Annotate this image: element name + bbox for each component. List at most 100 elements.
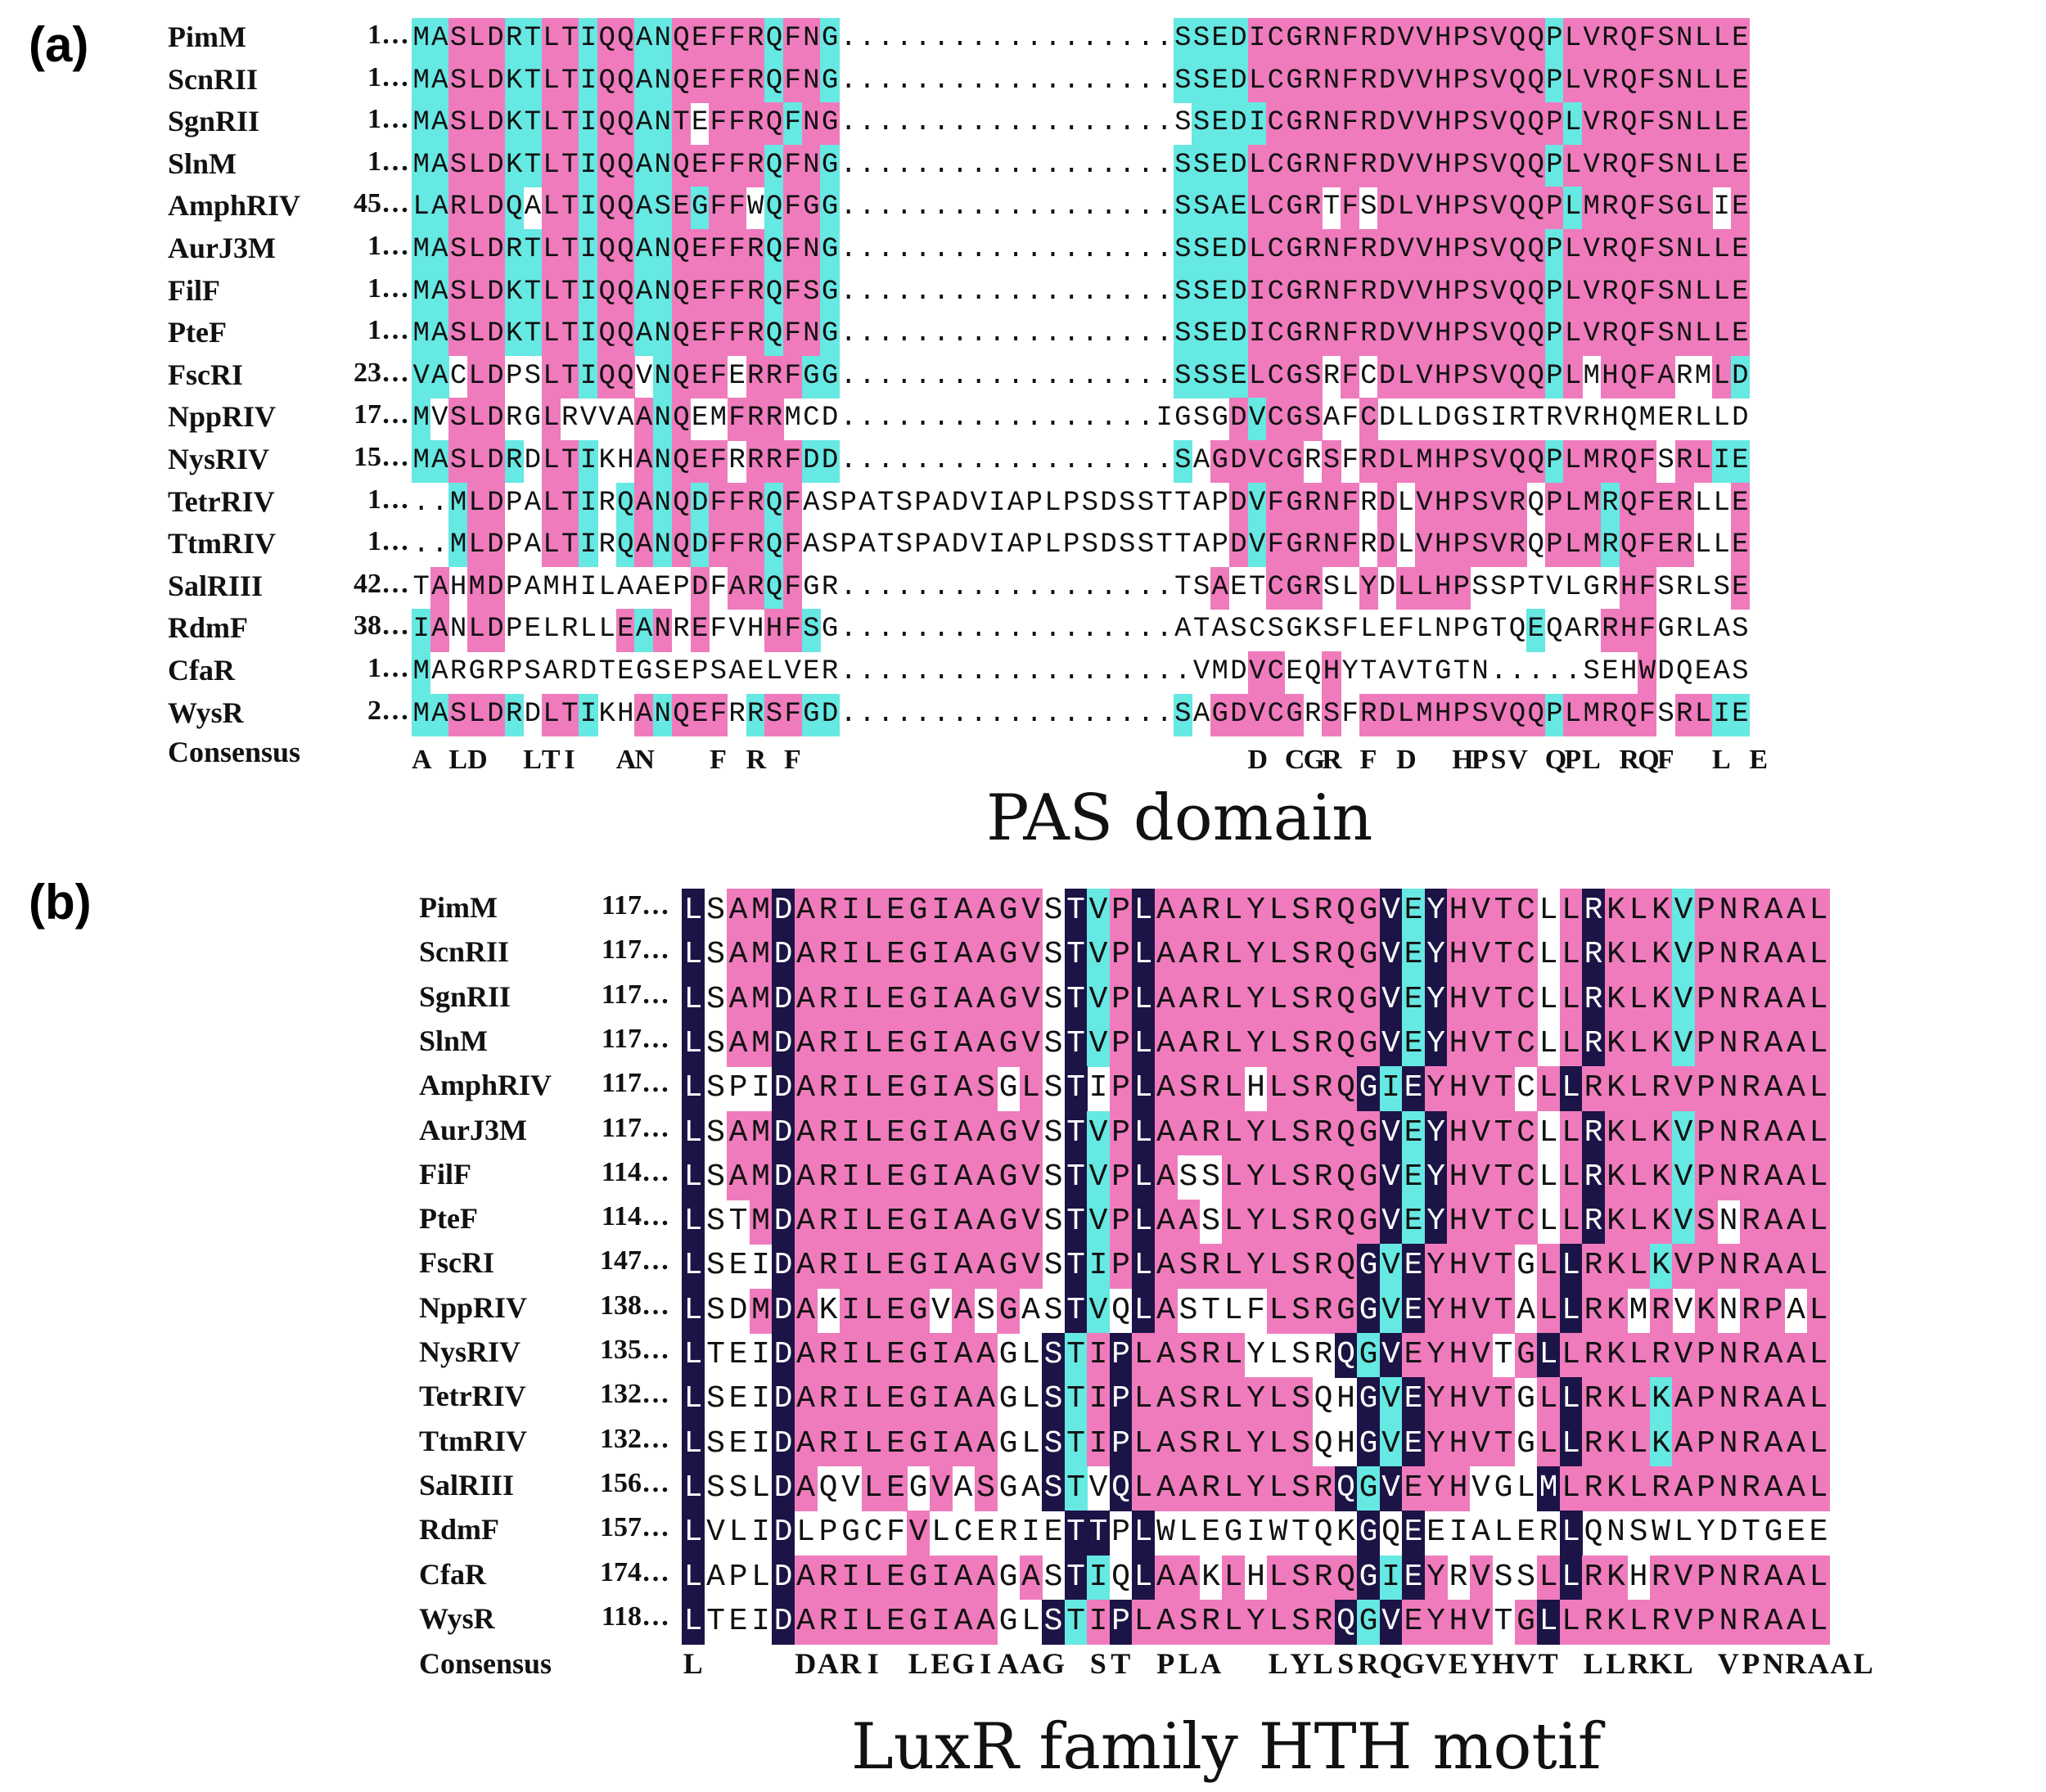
residue-cell: I (579, 693, 598, 736)
consensus-residue: D (467, 745, 488, 775)
residue-cell: D (485, 313, 506, 357)
residue-cell: A (430, 60, 449, 103)
residue-cell: N (801, 102, 821, 146)
residue-cell: Q (1619, 313, 1638, 357)
residue-cell: R (561, 403, 579, 434)
consensus-residue: D (1396, 745, 1417, 775)
residue-cell: A (1784, 889, 1808, 934)
residue-cell: L (682, 1110, 705, 1156)
residue-cell: F (1341, 445, 1359, 476)
residue-cell: L (1564, 571, 1582, 603)
residue-cell: Q (764, 18, 784, 61)
residue-cell: A (1177, 1200, 1201, 1245)
residue-cell: H (1447, 1244, 1471, 1290)
residue-cell: . (989, 107, 1006, 139)
sequence-name: RdmF (168, 611, 248, 645)
residue-cell: V (1489, 60, 1508, 103)
residue-cell: A (634, 60, 654, 103)
residue-cell: T (412, 571, 430, 603)
residue-cell: W (1156, 1515, 1175, 1551)
residue-cell: P (1694, 1021, 1718, 1067)
residue-cell: . (1156, 23, 1173, 54)
residue-cell: G (1357, 1333, 1381, 1378)
residue-cell: Y (1424, 1244, 1448, 1290)
residue-cell: M (448, 525, 468, 568)
residue-cell: L (1360, 614, 1377, 646)
consensus-residue: E (1749, 745, 1769, 775)
residue-cell: . (1119, 571, 1136, 603)
residue-cell: . (1119, 149, 1136, 181)
residue-cell: S (1470, 229, 1490, 272)
residue-cell: H (1433, 18, 1453, 61)
residue-cell: Q (671, 229, 692, 272)
residue-cell: A (1762, 1421, 1786, 1467)
consensus-label: Consensus (168, 736, 301, 768)
residue-cell: R (1359, 102, 1378, 146)
residue-cell: . (1025, 276, 1043, 308)
residue-cell: Y (1424, 1021, 1448, 1067)
residue-cell: L (541, 355, 561, 398)
residue-cell: Q (1507, 229, 1527, 272)
residue-cell: D (1228, 525, 1249, 568)
residue-cell: I (579, 271, 598, 314)
residue-cell: . (1062, 360, 1080, 392)
residue-cell: L (1021, 1381, 1040, 1417)
residue-cell: . (412, 529, 430, 561)
residue-cell: . (914, 698, 931, 730)
residue-cell: P (1452, 313, 1471, 357)
residue-cell: . (859, 360, 876, 392)
residue-cell: L (1559, 1421, 1583, 1467)
residue-cell: H (764, 609, 784, 652)
residue-cell: S (1289, 1377, 1313, 1423)
residue-cell: L (682, 1155, 705, 1200)
residue-cell: S (706, 1159, 725, 1195)
residue-cell: G (820, 187, 840, 230)
residue-cell: S (1043, 1114, 1063, 1150)
residue-cell: R (817, 1333, 840, 1378)
residue-cell: E (1378, 614, 1396, 646)
residue-cell: G (820, 60, 840, 103)
residue-cell: T (877, 487, 895, 519)
residue-cell: F (783, 609, 803, 652)
residue-cell: G (1764, 1515, 1783, 1551)
residue-cell: S (1291, 1337, 1310, 1372)
residue-cell: L (1222, 977, 1246, 1023)
residue-cell: A (794, 1377, 818, 1423)
residue-cell: T (1064, 933, 1088, 979)
residue-cell: F (727, 482, 747, 525)
sequence-start-position: 117… (601, 934, 669, 966)
residue-cell: H (1433, 271, 1453, 314)
residue-cell: Q (1619, 18, 1638, 61)
residue-cell: E (691, 403, 709, 434)
residue-cell: Q (615, 102, 635, 146)
residue-cell: R (1739, 1377, 1763, 1423)
residue-cell: . (895, 191, 913, 223)
residue-cell: L (1516, 1470, 1535, 1506)
residue-cell: G (635, 656, 653, 687)
residue-cell: F (1638, 313, 1657, 357)
residue-cell: L (1267, 977, 1291, 1023)
residue-cell: M (1629, 1292, 1648, 1328)
residue-cell: L (1269, 1337, 1288, 1372)
residue-cell: G (1286, 614, 1303, 646)
residue-cell: K (1336, 1515, 1355, 1551)
residue-cell: L (1222, 1021, 1246, 1067)
residue-cell: D (1719, 1515, 1738, 1551)
residue-cell: Q (597, 18, 617, 61)
residue-cell: D (1228, 102, 1249, 146)
residue-cell: E (884, 933, 908, 979)
residue-cell: T (1291, 1515, 1310, 1551)
residue-cell: . (951, 571, 969, 603)
residue-cell: Y (1424, 977, 1448, 1023)
residue-cell: H (617, 445, 634, 476)
residue-cell: I (929, 1021, 953, 1067)
residue-cell: . (895, 65, 913, 97)
residue-cell: . (970, 23, 987, 54)
residue-cell: H (1447, 977, 1471, 1023)
residue-cell: A (634, 313, 654, 357)
residue-cell: N (1717, 1110, 1741, 1156)
residue-cell: R (1305, 698, 1322, 730)
residue-cell: T (1201, 1292, 1220, 1328)
residue-cell: V (1489, 440, 1508, 484)
caption-pas-domain: PAS domain (986, 781, 1373, 855)
